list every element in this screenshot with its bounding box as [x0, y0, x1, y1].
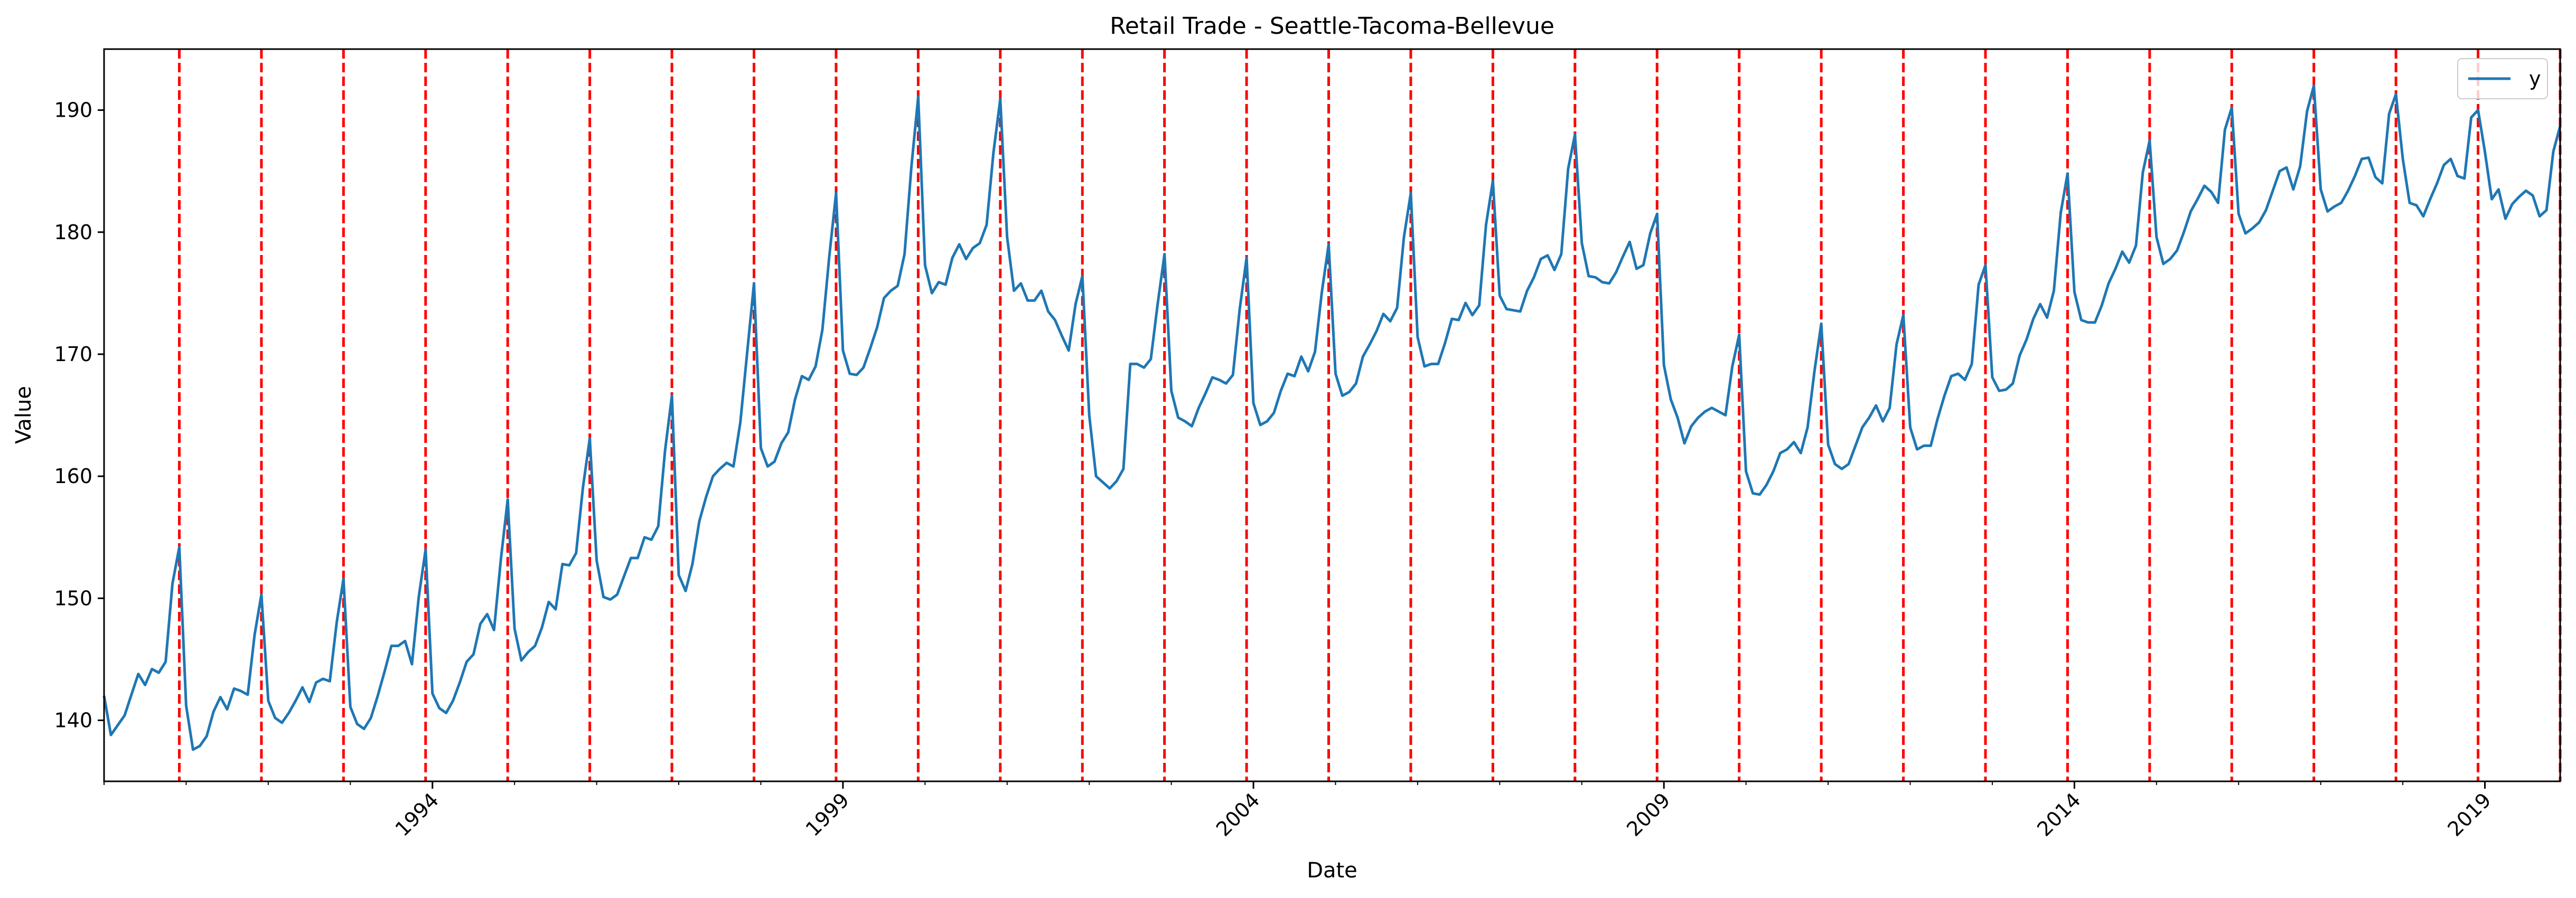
- legend: y: [2457, 58, 2548, 99]
- y-tick-label: 190: [54, 99, 92, 122]
- x-axis-label: Date: [1307, 858, 1357, 883]
- y-tick-label: 140: [54, 708, 92, 732]
- vertical-reference-lines: [177, 49, 2562, 781]
- y-axis: 140 150 160 170 180 190: [54, 99, 104, 732]
- y-tick-label: 160: [54, 465, 92, 488]
- y-tick-label: 180: [54, 221, 92, 244]
- y-axis-label: Value: [12, 386, 36, 444]
- plot-area: [102, 48, 2562, 782]
- chart-title: Retail Trade - Seattle-Tacoma-Bellevue: [1110, 13, 1554, 40]
- y-tick-label: 170: [54, 343, 92, 366]
- series-line-y: [102, 84, 2562, 751]
- plot-frame: [103, 48, 2561, 782]
- legend-label-y: y: [2529, 67, 2541, 90]
- series-layer: [102, 84, 2562, 751]
- y-tick-label: 150: [54, 587, 92, 610]
